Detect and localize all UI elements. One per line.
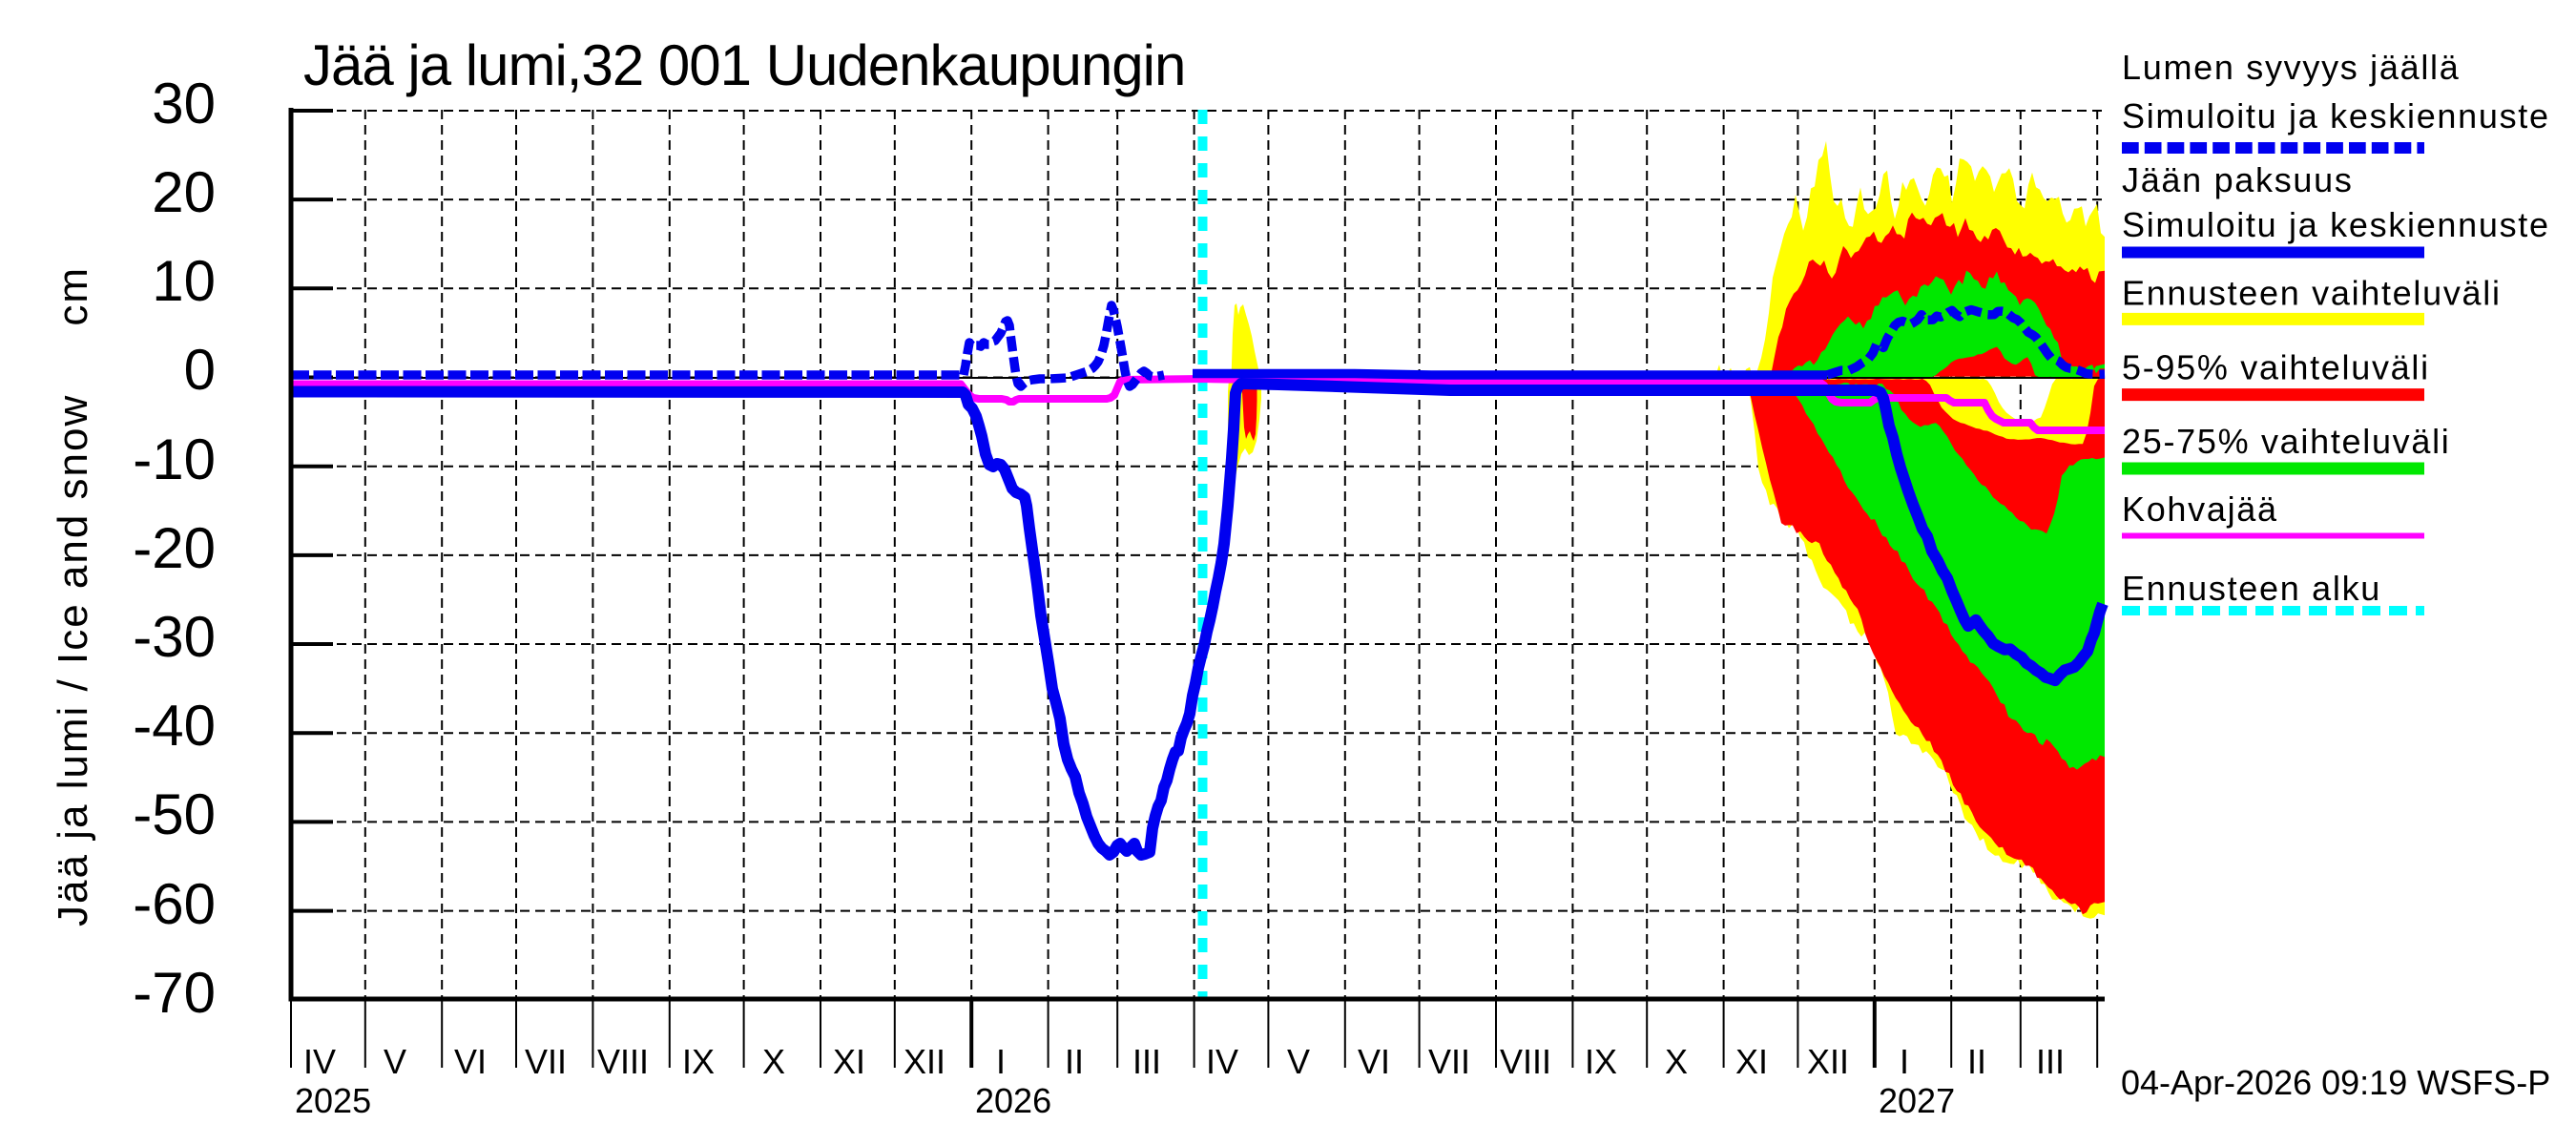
svg-text:IX: IX bbox=[1585, 1042, 1617, 1081]
svg-text:-20: -20 bbox=[133, 516, 216, 580]
svg-text:I: I bbox=[1900, 1042, 1909, 1081]
svg-text:0: 0 bbox=[184, 338, 216, 402]
svg-text:VII: VII bbox=[1428, 1042, 1470, 1081]
svg-text:Simuloitu ja keskiennuste: Simuloitu ja keskiennuste bbox=[2122, 96, 2550, 135]
svg-text:VI: VI bbox=[454, 1042, 487, 1081]
svg-text:IV: IV bbox=[1206, 1042, 1238, 1081]
svg-text:2026: 2026 bbox=[975, 1081, 1051, 1120]
svg-text:20: 20 bbox=[152, 160, 216, 224]
svg-text:V: V bbox=[384, 1042, 406, 1081]
svg-text:IX: IX bbox=[682, 1042, 715, 1081]
svg-text:-40: -40 bbox=[133, 694, 216, 758]
svg-text:-70: -70 bbox=[133, 961, 216, 1025]
svg-text:VI: VI bbox=[1358, 1042, 1390, 1081]
svg-text:5-95% vaihteluväli: 5-95% vaihteluväli bbox=[2122, 348, 2430, 387]
svg-text:IV: IV bbox=[303, 1042, 336, 1081]
svg-text:II: II bbox=[1967, 1042, 1986, 1081]
svg-text:XI: XI bbox=[1735, 1042, 1768, 1081]
svg-text:2027: 2027 bbox=[1879, 1081, 1955, 1120]
svg-text:Lumen syvyys jäällä: Lumen syvyys jäällä bbox=[2122, 48, 2460, 87]
svg-text:2025: 2025 bbox=[295, 1081, 371, 1120]
svg-text:Ennusteen vaihteluväli: Ennusteen vaihteluväli bbox=[2122, 274, 2502, 313]
svg-text:VII: VII bbox=[525, 1042, 567, 1081]
svg-text:Ennusteen alku: Ennusteen alku bbox=[2122, 569, 2381, 608]
svg-text:-50: -50 bbox=[133, 782, 216, 846]
svg-text:X: X bbox=[762, 1042, 785, 1081]
svg-text:III: III bbox=[1132, 1042, 1161, 1081]
svg-text:10: 10 bbox=[152, 249, 216, 313]
svg-text:25-75% vaihteluväli: 25-75% vaihteluväli bbox=[2122, 422, 2451, 461]
svg-text:Simuloitu ja keskiennuste: Simuloitu ja keskiennuste bbox=[2122, 205, 2550, 244]
svg-text:-60: -60 bbox=[133, 872, 216, 936]
svg-text:-10: -10 bbox=[133, 427, 216, 491]
svg-text:Jää ja lumi / Ice and snow: Jää ja lumi / Ice and snow cm bbox=[50, 266, 96, 926]
svg-text:VIII: VIII bbox=[597, 1042, 649, 1081]
svg-text:III: III bbox=[2036, 1042, 2065, 1081]
svg-text:X: X bbox=[1665, 1042, 1688, 1081]
svg-text:XII: XII bbox=[904, 1042, 945, 1081]
svg-text:XII: XII bbox=[1807, 1042, 1849, 1081]
svg-text:VIII: VIII bbox=[1500, 1042, 1551, 1081]
svg-text:I: I bbox=[996, 1042, 1006, 1081]
svg-text:Jää ja lumi,32 001 Uudenkaupun: Jää ja lumi,32 001 Uudenkaupungin bbox=[303, 33, 1185, 97]
svg-text:Kohvajää: Kohvajää bbox=[2122, 489, 2278, 529]
svg-text:XI: XI bbox=[833, 1042, 865, 1081]
svg-text:04-Apr-2026 09:19 WSFS-P: 04-Apr-2026 09:19 WSFS-P bbox=[2121, 1063, 2550, 1102]
svg-text:V: V bbox=[1287, 1042, 1310, 1081]
svg-text:Jään paksuus: Jään paksuus bbox=[2122, 160, 2354, 199]
svg-text:30: 30 bbox=[152, 72, 216, 135]
svg-text:-30: -30 bbox=[133, 605, 216, 669]
svg-text:II: II bbox=[1065, 1042, 1084, 1081]
